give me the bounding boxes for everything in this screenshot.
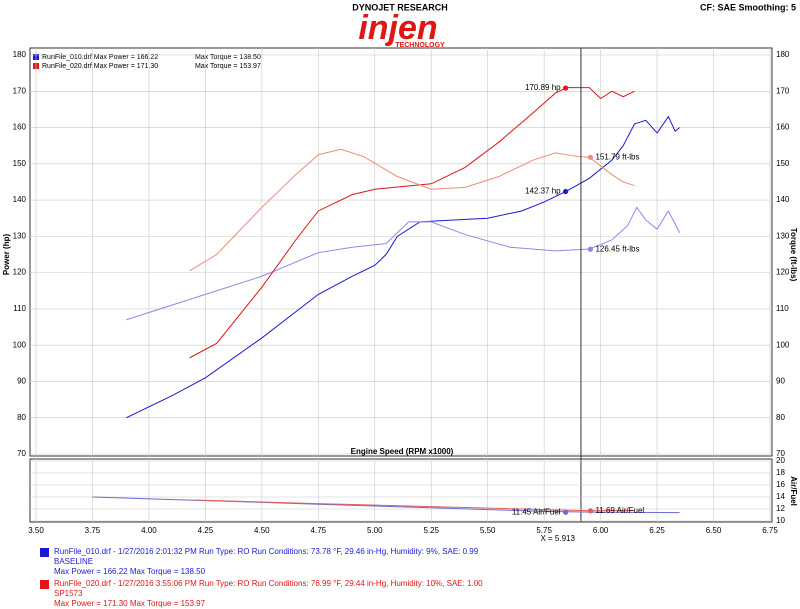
legend-torque: Max Torque = 138.50 bbox=[195, 54, 261, 61]
marker-label: 142.37 hp bbox=[525, 187, 561, 196]
y-tick-label: 18 bbox=[776, 468, 785, 477]
legend-file: RunFile_020.drf Max Power = 171.30 bbox=[42, 63, 158, 70]
run-info-text: RunFile_020.drf - 1/27/2016 3:55:06 PM R… bbox=[54, 579, 483, 588]
plot-frame bbox=[29, 47, 773, 457]
series-line bbox=[189, 148, 635, 272]
run-swatch bbox=[40, 548, 49, 557]
x-tick-label: 5.25 bbox=[423, 526, 439, 535]
y-tick-label: 14 bbox=[776, 492, 785, 501]
x-tick-label: 6.50 bbox=[706, 526, 722, 535]
y-tick-label: 70 bbox=[17, 449, 26, 458]
run-swatch bbox=[40, 580, 49, 589]
x-tick-label: 4.50 bbox=[254, 526, 270, 535]
y2-tick-label: 180 bbox=[776, 50, 790, 59]
cursor-label: X = 5.913 bbox=[540, 534, 575, 543]
y2-tick-label: 160 bbox=[776, 123, 790, 132]
marker-label: 151.79 ft-lbs bbox=[595, 152, 639, 161]
y2-tick-label: 100 bbox=[776, 340, 790, 349]
y-tick-label: 130 bbox=[13, 231, 27, 240]
x-axis-label: Engine Speed (RPM x1000) bbox=[351, 447, 454, 456]
y-axis-label: Air/Fuel bbox=[789, 476, 798, 506]
marker-label: 11.69 Air/Fuel bbox=[595, 506, 644, 515]
y-tick-label: 80 bbox=[17, 413, 26, 422]
x-tick-label: 6.75 bbox=[762, 526, 778, 535]
marker bbox=[587, 154, 594, 160]
y-tick-label: 90 bbox=[17, 377, 26, 386]
x-tick-label: 5.00 bbox=[367, 526, 383, 535]
marker-label: 126.45 ft-lbs bbox=[595, 244, 639, 253]
series-line bbox=[189, 87, 635, 359]
y2-tick-label: 130 bbox=[776, 231, 790, 240]
x-tick-label: 3.75 bbox=[85, 526, 101, 535]
x-tick-label: 5.75 bbox=[536, 526, 552, 535]
x-tick-label: 6.25 bbox=[649, 526, 665, 535]
run-info-text: SP1573 bbox=[54, 589, 83, 598]
y2-tick-label: 90 bbox=[776, 377, 785, 386]
y-tick-label: 120 bbox=[13, 268, 27, 277]
x-tick-label: 4.25 bbox=[198, 526, 214, 535]
run-info-text: RunFile_010.drf - 1/27/2016 2:01:32 PM R… bbox=[54, 547, 479, 556]
x-tick-label: 4.00 bbox=[141, 526, 157, 535]
y2-tick-label: 110 bbox=[776, 304, 789, 313]
y-tick-label: 150 bbox=[13, 159, 27, 168]
y2-tick-label: 150 bbox=[776, 159, 790, 168]
marker bbox=[563, 85, 569, 91]
y2-tick-label: 120 bbox=[776, 268, 790, 277]
legend-file: RunFile_010.drf Max Power = 166.22 bbox=[42, 54, 158, 61]
series-line bbox=[126, 206, 681, 321]
x-tick-label: 3.50 bbox=[28, 526, 44, 535]
y-tick-label: 180 bbox=[13, 50, 27, 59]
company: DYNOJET RESEARCH bbox=[352, 2, 448, 12]
afr-frame bbox=[29, 458, 773, 523]
run-info-text: Max Power = 171.30 Max Torque = 153.97 bbox=[54, 599, 206, 608]
x-tick-label: 4.75 bbox=[311, 526, 327, 535]
series-line bbox=[126, 115, 680, 419]
y-tick-label: 12 bbox=[776, 504, 785, 513]
y-axis-label: Power (hp) bbox=[2, 234, 11, 276]
y2-tick-label: 80 bbox=[776, 413, 785, 422]
logo-sub: TECHNOLOGY bbox=[395, 42, 445, 49]
y-tick-label: 140 bbox=[13, 195, 27, 204]
y-tick-label: 170 bbox=[13, 86, 27, 95]
run-info-text: BASELINE bbox=[54, 557, 93, 566]
marker bbox=[587, 508, 594, 514]
y2-tick-label: 140 bbox=[776, 195, 790, 204]
series-line bbox=[194, 499, 635, 512]
marker-label: 170.89 hp bbox=[525, 83, 561, 92]
legend-torque: Max Torque = 153.97 bbox=[195, 63, 261, 70]
marker bbox=[587, 246, 594, 252]
y2-tick-label: 170 bbox=[776, 86, 790, 95]
marker bbox=[563, 509, 569, 515]
y2-axis-label: Torque (ft-lbs) bbox=[789, 228, 798, 282]
y-tick-label: 16 bbox=[776, 480, 785, 489]
marker-label: 11.45 Air/Fuel bbox=[512, 507, 561, 516]
y-tick-label: 20 bbox=[776, 456, 785, 465]
marker bbox=[563, 188, 569, 195]
settings: CF: SAE Smoothing: 5 bbox=[700, 2, 796, 12]
logo: injen bbox=[358, 9, 437, 47]
y-tick-label: 100 bbox=[13, 340, 27, 349]
y2-tick-label: 70 bbox=[776, 449, 785, 458]
y-tick-label: 160 bbox=[13, 123, 27, 132]
x-tick-label: 5.50 bbox=[480, 526, 496, 535]
run-info-text: Max Power = 166.22 Max Torque = 138.50 bbox=[54, 567, 206, 576]
y-tick-label: 10 bbox=[776, 516, 785, 525]
x-tick-label: 6.00 bbox=[593, 526, 609, 535]
y-tick-label: 110 bbox=[13, 304, 26, 313]
